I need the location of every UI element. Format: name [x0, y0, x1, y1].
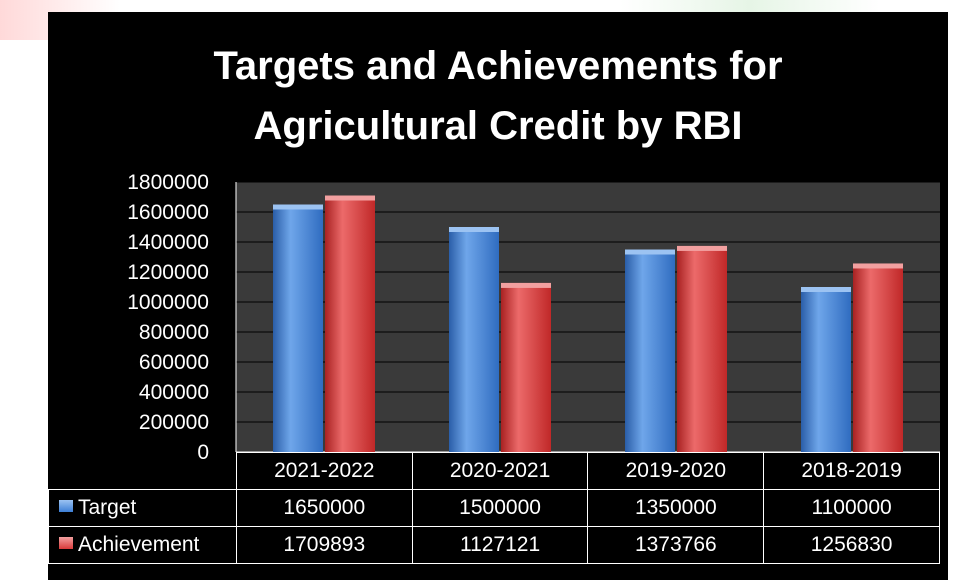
table-header-cell: 2020-2021	[411, 452, 589, 490]
bar-target	[449, 227, 499, 452]
y-tick-label: 200000	[139, 411, 209, 434]
legend-entry-target: Target	[48, 489, 237, 527]
bar-target	[273, 204, 323, 452]
bar-achievement	[853, 263, 903, 452]
bar-achievement	[677, 245, 727, 452]
legend-entry-achievement: Achievement	[48, 526, 237, 564]
chart-title-line-2: Agricultural Credit by RBI	[253, 104, 743, 148]
bar-achievement-top	[677, 245, 727, 251]
y-tick-label: 400000	[139, 381, 209, 404]
legend-label-target: Target	[78, 496, 137, 519]
bar-achievement	[501, 282, 551, 452]
bar-target-top	[625, 249, 675, 255]
table-cell: 1373766	[587, 526, 765, 564]
table-cell: 1650000	[235, 489, 413, 527]
bar-target-top	[449, 227, 499, 232]
y-tick-label: 1800000	[127, 171, 209, 194]
y-tick-label: 0	[197, 441, 209, 464]
bar-target	[801, 287, 851, 452]
bar-achievement-top	[501, 282, 551, 288]
table-header-cell: 2019-2020	[587, 452, 765, 490]
y-tick-label: 1200000	[127, 261, 209, 284]
table-cell: 1127121	[411, 526, 589, 564]
legend-label-achievement: Achievement	[78, 533, 200, 556]
table-header-cell: 2018-2019	[763, 452, 940, 490]
y-tick-label: 1000000	[127, 291, 209, 314]
bar-achievement-top	[325, 195, 375, 201]
table-row-target: Target 1650000 1500000 1350000 1100000	[48, 489, 940, 527]
bar-target-top	[273, 204, 323, 210]
y-tick-label: 1600000	[127, 201, 209, 224]
legend-key-target	[59, 500, 73, 513]
table-corner-cell	[49, 453, 237, 490]
chart-title-line-1: Targets and Achievements for	[213, 44, 783, 88]
bar-achievement	[325, 195, 375, 452]
table-cell: 1350000	[587, 489, 765, 527]
bar-achievement-top	[853, 263, 903, 269]
table-header-row: 2021-2022 2020-2021 2019-2020 2018-2019	[49, 452, 940, 490]
y-tick-label: 800000	[139, 321, 209, 344]
table-cell: 1256830	[763, 526, 940, 564]
bar-target-top	[801, 287, 851, 292]
y-tick-label: 1400000	[127, 231, 209, 254]
table-row-achievement: Achievement 1709893 1127121 1373766 1256…	[48, 526, 940, 564]
legend-key-achievement	[59, 537, 73, 550]
y-tick-label: 600000	[139, 351, 209, 374]
data-table: 2021-2022 2020-2021 2019-2020 2018-2019 …	[48, 452, 940, 564]
table-cell: 1709893	[235, 526, 413, 564]
table-header-cell: 2021-2022	[235, 452, 413, 490]
table-cell: 1100000	[763, 489, 940, 527]
table-cell: 1500000	[411, 489, 589, 527]
bar-target	[625, 249, 675, 452]
